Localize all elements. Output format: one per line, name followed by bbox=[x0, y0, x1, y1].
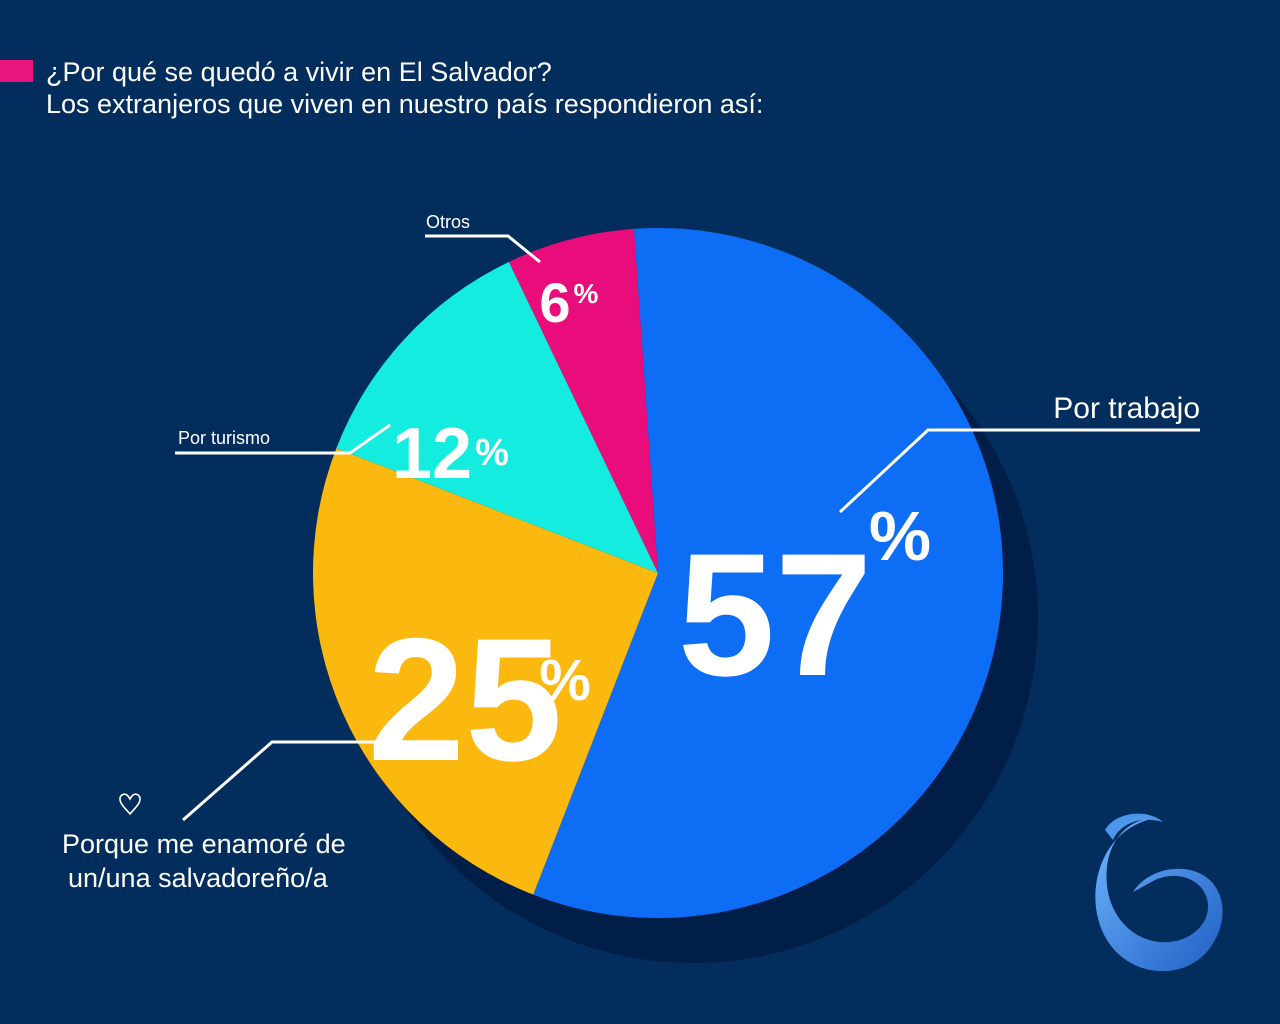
heart-icon bbox=[119, 793, 141, 816]
value-otros: 6 bbox=[539, 271, 570, 334]
chart-subtitle: Los extranjeros que viven en nuestro paí… bbox=[46, 89, 764, 119]
leader-line-amor bbox=[182, 740, 430, 822]
leader-line-otros bbox=[425, 234, 541, 264]
leader-line-turismo bbox=[175, 423, 391, 455]
pie-slice-turismo bbox=[336, 261, 658, 573]
category-label-amor-line1: Porque me enamoré de bbox=[62, 829, 346, 859]
category-label-amor-line2: un/una salvadoreño/a bbox=[68, 863, 329, 893]
value-label-otros: 6 % bbox=[539, 271, 598, 334]
brand-logo bbox=[1095, 813, 1223, 972]
value-turismo: 12 bbox=[392, 414, 472, 494]
value-label-amor: 25 % bbox=[368, 603, 591, 798]
pie-slices bbox=[313, 228, 1003, 919]
value-label-trabajo: 57 % bbox=[678, 497, 931, 713]
accent-square bbox=[0, 60, 33, 82]
category-label-trabajo: Por trabajo bbox=[1053, 392, 1200, 425]
percent-sign-turismo: % bbox=[475, 432, 509, 474]
percent-sign-amor: % bbox=[539, 648, 591, 713]
logo-swirl bbox=[1095, 818, 1223, 972]
leader-lines bbox=[175, 234, 1200, 822]
pie-slice-amor bbox=[313, 448, 658, 895]
value-amor: 25 bbox=[368, 603, 563, 798]
pie-slice-otros bbox=[508, 228, 658, 574]
value-trabajo: 57 bbox=[678, 518, 873, 713]
pie-slice-trabajo bbox=[533, 228, 1003, 919]
chart-title: ¿Por qué se quedó a vivir en El Salvador… bbox=[46, 57, 552, 87]
value-label-turismo: 12 % bbox=[392, 414, 509, 494]
category-label-turismo: Por turismo bbox=[178, 428, 270, 448]
logo-accent bbox=[1105, 813, 1163, 840]
category-label-otros: Otros bbox=[426, 212, 470, 232]
percent-sign-otros: % bbox=[574, 278, 599, 309]
leader-line-trabajo bbox=[838, 428, 1200, 514]
percent-sign-trabajo: % bbox=[869, 497, 931, 575]
